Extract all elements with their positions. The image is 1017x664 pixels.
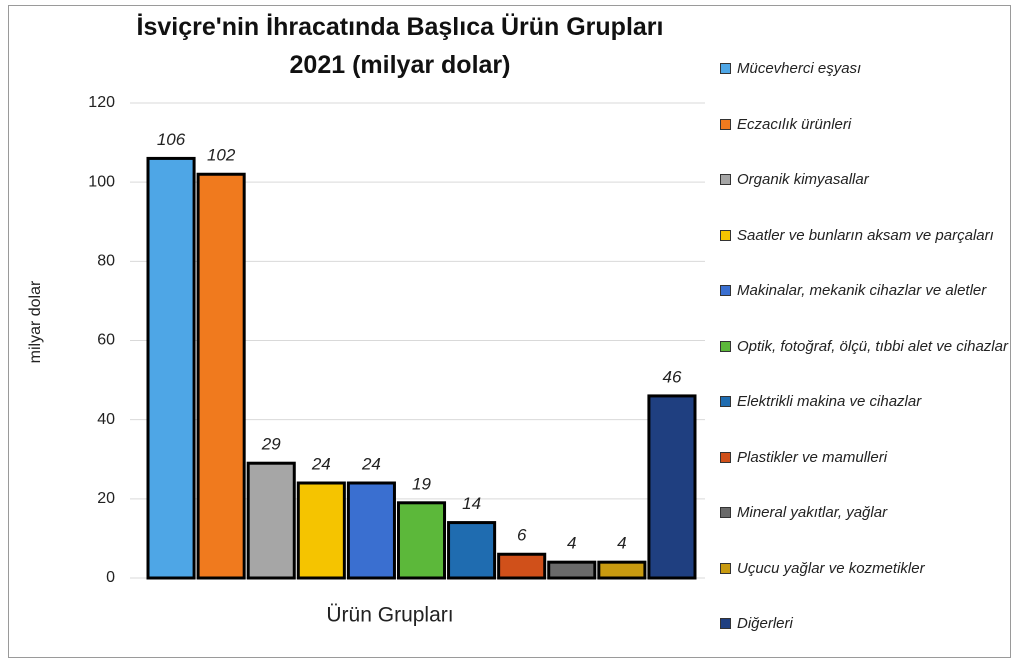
legend-swatch <box>720 285 731 296</box>
legend-label: Mücevherci eşyası <box>737 60 862 77</box>
legend-label: Mineral yakıtlar, yağlar <box>737 504 888 521</box>
y-tick-label: 80 <box>97 253 115 270</box>
legend-swatch <box>720 118 731 130</box>
y-axis-label: milyar dolar <box>27 280 44 363</box>
bar <box>296 481 346 580</box>
legend-swatch <box>720 507 731 518</box>
legend-item: Saatler ve bunların aksam ve parçaları <box>720 225 1010 247</box>
data-label: 6 <box>517 526 527 545</box>
legend-swatch <box>720 618 731 629</box>
bar <box>346 481 396 580</box>
bar <box>196 172 246 580</box>
data-label: 14 <box>462 494 481 513</box>
data-label: 29 <box>261 435 281 454</box>
bar <box>396 501 447 580</box>
data-label: 4 <box>567 534 576 553</box>
bar <box>647 394 697 580</box>
legend-item: Elektrikli makina ve cihazlar <box>720 391 1010 413</box>
legend-swatch <box>720 451 731 463</box>
y-tick-label: 100 <box>88 173 115 190</box>
data-label: 24 <box>311 454 331 473</box>
y-tick-label: 20 <box>97 490 115 507</box>
bar <box>246 461 296 580</box>
legend-label: Uçucu yağlar ve kozmetikler <box>737 559 925 577</box>
legend-item: Mücevherci eşyası <box>720 58 1010 80</box>
legend-label: Diğerleri <box>737 615 793 632</box>
legend-item: Diğerleri <box>720 613 1010 635</box>
y-tick-label: 0 <box>106 569 115 586</box>
legend-label: Optik, fotoğraf, ölçü, tıbbi alet ve cih… <box>737 337 1008 355</box>
chart-frame <box>8 5 1011 658</box>
legend-swatch <box>720 63 731 74</box>
legend-item: Uçucu yağlar ve kozmetikler <box>720 558 1010 580</box>
legend-swatch <box>720 340 731 352</box>
bar <box>547 560 597 580</box>
legend-label: Elektrikli makina ve cihazlar <box>737 393 922 410</box>
data-label: 19 <box>412 474 431 493</box>
legend-label: Eczacılık ürünleri <box>737 115 852 133</box>
data-label: 46 <box>662 367 681 386</box>
legend-swatch <box>720 562 731 574</box>
legend-label: Organik kimyasallar <box>737 171 869 188</box>
legend-swatch <box>720 396 731 407</box>
legend-swatch <box>720 229 731 241</box>
legend-item: Plastikler ve mamulleri <box>720 447 1010 469</box>
legend-item: Organik kimyasallar <box>720 169 1010 191</box>
data-label: 24 <box>361 454 381 473</box>
y-tick-label: 60 <box>97 332 115 349</box>
bar <box>447 521 497 580</box>
bar <box>597 560 647 580</box>
bar <box>497 552 547 580</box>
y-tick-label: 120 <box>88 94 115 111</box>
legend-swatch <box>720 174 731 185</box>
data-label: 4 <box>617 534 626 553</box>
chart-title: İsviçre'nin İhracatında Başlıca Ürün Gru… <box>136 13 664 79</box>
legend-label: Makinalar, mekanik cihazlar ve aletler <box>737 282 987 299</box>
legend-label: Plastikler ve mamulleri <box>737 448 888 466</box>
legend-item: Optik, fotoğraf, ölçü, tıbbi alet ve cih… <box>720 336 1010 358</box>
legend-item: Mineral yakıtlar, yağlar <box>720 502 1010 524</box>
x-axis-label: Ürün Grupları <box>326 604 453 627</box>
legend-label: Saatler ve bunların aksam ve parçaları <box>737 226 994 244</box>
bar <box>146 156 196 580</box>
legend-item: Makinalar, mekanik cihazlar ve aletler <box>720 280 1010 302</box>
y-tick-label: 40 <box>97 411 115 428</box>
data-label: 102 <box>207 146 236 165</box>
legend-item: Eczacılık ürünleri <box>720 114 1010 136</box>
data-label: 106 <box>157 130 186 149</box>
